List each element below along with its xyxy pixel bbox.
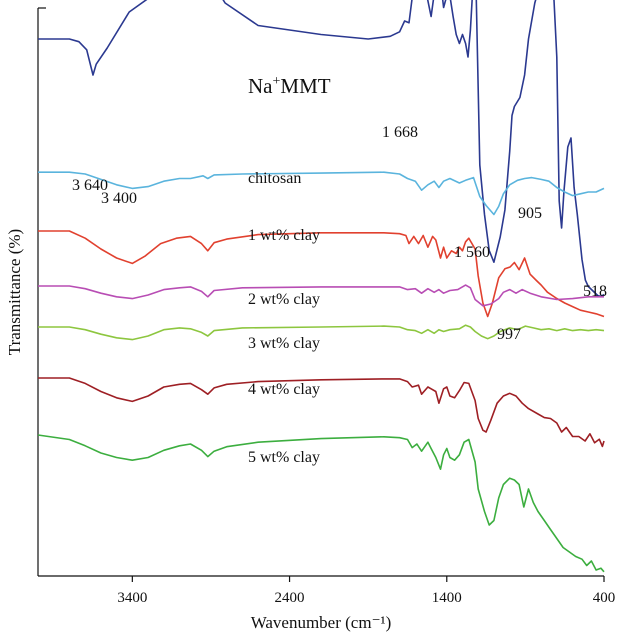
series-label-3-wt-clay: 3 wt% clay [248,335,320,352]
series-label-chitosan: chitosan [248,170,301,187]
series-label-5-wt-clay: 5 wt% clay [248,449,320,466]
x-ticks: 3400 2400 1400 400 [117,576,615,606]
series-labels: chitosan 1 wt% clay 2 wt% clay 3 wt% clay 4 … [248,170,320,466]
peak-label-3-640: 3 640 [72,177,108,194]
peak-label-3-400: 3 400 [101,190,137,207]
series-line-chitosan [38,171,605,216]
series-line-4-wt-clay [38,377,605,448]
y-axis-label: Transmittance (%) [5,229,24,355]
series-line-5-wt-clay [37,434,605,573]
series-label-1-wt-clay: 1 wt% clay [248,227,320,244]
series-line-3-wt-clay [38,324,605,341]
x-tick-label: 1400 [432,590,462,606]
series-label-na-mmt: Na+MMT [248,74,331,98]
series-lines [37,0,605,573]
peak-label-905: 905 [518,205,542,222]
x-tick-label: 3400 [117,590,147,606]
x-tick-label: 400 [593,590,616,606]
series-line-2-wt-clay [38,284,604,307]
peak-label-997: 997 [497,326,521,343]
series-line-na-mmt [38,0,605,298]
x-tick-label: 2400 [275,590,305,606]
peak-label-1-560: 1 560 [454,244,490,261]
series-line-1-wt-clay [38,230,605,318]
x-axis-label: Wavenumber (cm⁻¹) [251,613,392,632]
peak-label-518: 518 [583,283,607,300]
series-label-4-wt-clay: 4 wt% clay [248,381,320,398]
peak-label-1-668: 1 668 [382,124,418,141]
series-label-2-wt-clay: 2 wt% clay [248,291,320,308]
